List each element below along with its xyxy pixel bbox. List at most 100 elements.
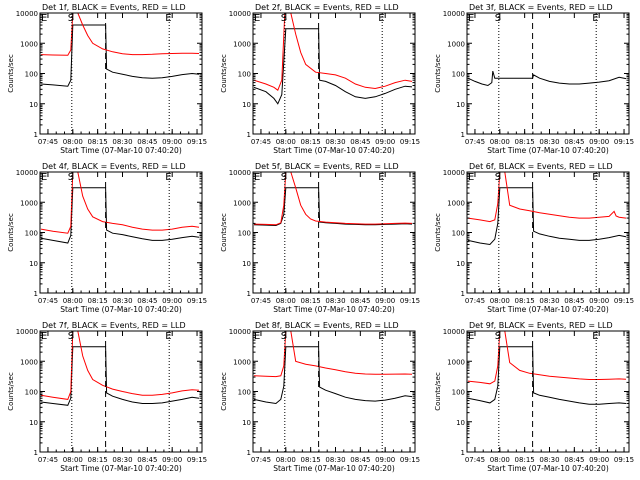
y-tick-label: 1: [461, 131, 465, 139]
y-tick-label: 100: [25, 230, 38, 238]
y-tick-label: 1000: [20, 40, 38, 48]
y-tick-label: 10: [242, 419, 251, 427]
x-tick-label: 07:45: [38, 297, 58, 305]
x-tick-label: 07:45: [251, 138, 271, 146]
x-tick-label: 08:15: [88, 138, 108, 146]
x-tick-label: 08:30: [112, 138, 132, 146]
plot-frame: [466, 12, 630, 135]
x-tick-label: 08:00: [276, 297, 296, 305]
x-tick-label: 08:30: [325, 138, 345, 146]
y-tick-label: 100: [238, 389, 251, 397]
x-tick-label: 07:45: [38, 138, 58, 146]
marker-label: E: [41, 331, 47, 342]
x-tick-label: 07:45: [465, 297, 485, 305]
y-tick-label: 100: [452, 389, 465, 397]
x-tick-label: 08:45: [350, 138, 370, 146]
x-tick-label: 08:00: [63, 138, 83, 146]
series-line-events: [467, 346, 627, 405]
y-axis-label: Counts/sec: [7, 372, 15, 411]
series-line-events: [40, 24, 200, 87]
x-axis-label: Start Time (07-Mar-10 07:40:20): [273, 146, 395, 155]
x-tick-label: 09:15: [614, 138, 634, 146]
series-line-events: [467, 187, 627, 246]
y-tick-label: 1000: [20, 199, 38, 207]
x-tick-label: 08:00: [276, 138, 296, 146]
plot-frame: [252, 330, 416, 453]
chart-title: Det 9f, BLACK = Events, RED = LLD: [469, 321, 613, 330]
x-tick-label: 07:45: [465, 138, 485, 146]
x-tick-label: 08:00: [490, 456, 510, 464]
x-tick-label: 09:15: [400, 297, 420, 305]
marker-label: E: [254, 172, 260, 183]
x-tick-label: 09:00: [162, 297, 182, 305]
chart-title: Det 3f, BLACK = Events, RED = LLD: [469, 3, 613, 12]
x-axis-label: Start Time (07-Mar-10 07:40:20): [487, 464, 609, 473]
x-tick-label: 08:30: [539, 456, 559, 464]
x-tick-label: 08:15: [301, 138, 321, 146]
y-tick-label: 100: [25, 389, 38, 397]
y-tick-label: 10000: [443, 328, 465, 336]
y-tick-label: 1: [247, 290, 251, 298]
chart-title: Det 5f, BLACK = Events, RED = LLD: [255, 162, 399, 171]
x-tick-label: 08:00: [490, 297, 510, 305]
marker-label: E: [378, 13, 384, 24]
marker-label: S: [281, 13, 287, 24]
marker-label: E: [165, 172, 171, 183]
x-tick-label: 09:00: [589, 456, 609, 464]
x-tick-label: 09:15: [400, 456, 420, 464]
x-tick-label: 08:45: [564, 456, 584, 464]
y-axis-label: Counts/sec: [434, 213, 442, 252]
x-tick-label: 08:30: [112, 297, 132, 305]
y-tick-label: 1000: [233, 199, 251, 207]
y-tick-label: 10: [242, 101, 251, 109]
marker-label: E: [254, 331, 260, 342]
y-axis-label: Counts/sec: [434, 54, 442, 93]
y-axis-label: Counts/sec: [220, 372, 228, 411]
y-tick-label: 1: [461, 290, 465, 298]
marker-label: S: [495, 172, 501, 183]
x-tick-label: 08:00: [63, 456, 83, 464]
series-line-lld: [253, 330, 413, 378]
y-tick-label: 1000: [447, 199, 465, 207]
x-tick-label: 08:00: [490, 138, 510, 146]
marker-label: E: [468, 331, 474, 342]
y-tick-label: 100: [452, 71, 465, 79]
y-tick-label: 10000: [443, 10, 465, 18]
marker-label: E: [592, 331, 598, 342]
marker-label: E: [254, 13, 260, 24]
marker-label: E: [468, 13, 474, 24]
y-tick-label: 10: [456, 101, 465, 109]
chart-title: Det 7f, BLACK = Events, RED = LLD: [42, 321, 186, 330]
marker-label: S: [495, 13, 501, 24]
y-tick-label: 10: [29, 101, 38, 109]
series-line-lld: [40, 171, 200, 234]
x-axis-label: Start Time (07-Mar-10 07:40:20): [273, 464, 395, 473]
y-tick-label: 10: [456, 419, 465, 427]
y-tick-label: 100: [238, 230, 251, 238]
series-line-lld: [253, 12, 413, 91]
y-tick-label: 1: [461, 449, 465, 457]
x-tick-label: 09:00: [589, 297, 609, 305]
marker-label: S: [68, 331, 74, 342]
x-tick-label: 09:00: [375, 456, 395, 464]
x-tick-label: 07:45: [251, 456, 271, 464]
x-tick-label: 08:15: [88, 456, 108, 464]
x-tick-label: 07:45: [251, 297, 271, 305]
y-tick-label: 100: [25, 71, 38, 79]
y-tick-label: 1000: [233, 358, 251, 366]
marker-label: E: [165, 13, 171, 24]
y-tick-label: 1: [34, 290, 38, 298]
plot-frame: [252, 171, 416, 294]
y-tick-label: 10000: [443, 169, 465, 177]
marker-label: S: [495, 331, 501, 342]
x-tick-label: 09:00: [589, 138, 609, 146]
